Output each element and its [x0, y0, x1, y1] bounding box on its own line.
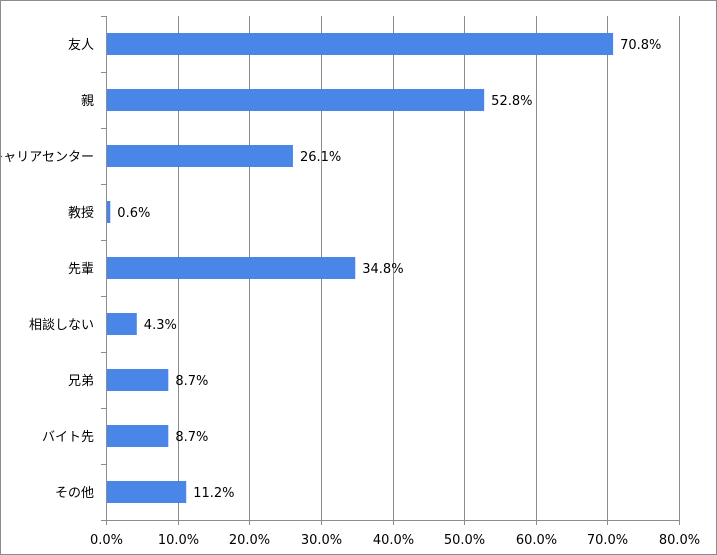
x-tick-label: 30.0% [301, 533, 342, 548]
category-label: その他 [55, 486, 94, 501]
axes [101, 16, 680, 525]
bar-2 [107, 89, 485, 111]
data-label: 11.2% [193, 486, 234, 501]
bar-4 [107, 201, 111, 223]
data-label: 52.8% [491, 94, 532, 109]
data-label: 34.8% [362, 262, 403, 277]
category-label: 友人 [68, 37, 94, 53]
x-tick-label: 40.0% [373, 533, 414, 548]
labels: 0.0% 10.0% 20.0% 30.0% 40.0% 50.0% 60.0% 70.0% 8… [1, 37, 700, 548]
data-label: 4.3% [144, 318, 177, 333]
data-label: 8.7% [175, 430, 208, 445]
data-label: 70.8% [620, 38, 661, 53]
bar-9 [107, 481, 187, 503]
x-tick-label: 60.0% [516, 533, 557, 548]
category-label: 先輩 [68, 262, 94, 277]
category-label: キャリアセンター [1, 150, 94, 165]
data-label: 0.6% [117, 206, 150, 221]
x-tick-label: 20.0% [229, 533, 270, 548]
bar-1 [107, 33, 614, 55]
bar-5 [107, 257, 356, 279]
category-label: 教授 [68, 205, 94, 221]
x-tick-label: 50.0% [444, 533, 485, 548]
x-tick-label: 70.0% [587, 533, 628, 548]
x-tick-label: 10.0% [158, 533, 199, 548]
bar-6 [107, 313, 137, 335]
category-label: バイト先 [42, 430, 94, 445]
category-label: 相談しない [29, 317, 94, 333]
bars [107, 33, 614, 503]
data-label: 26.1% [300, 150, 341, 165]
bar-3 [107, 145, 293, 167]
category-label: 親 [81, 94, 94, 109]
category-label: 兄弟 [68, 374, 94, 389]
x-tick-label: 0.0% [90, 533, 123, 548]
data-label: 8.7% [175, 374, 208, 389]
bar-7 [107, 369, 169, 391]
x-tick-label: 80.0% [659, 533, 700, 548]
bar-8 [107, 425, 169, 447]
